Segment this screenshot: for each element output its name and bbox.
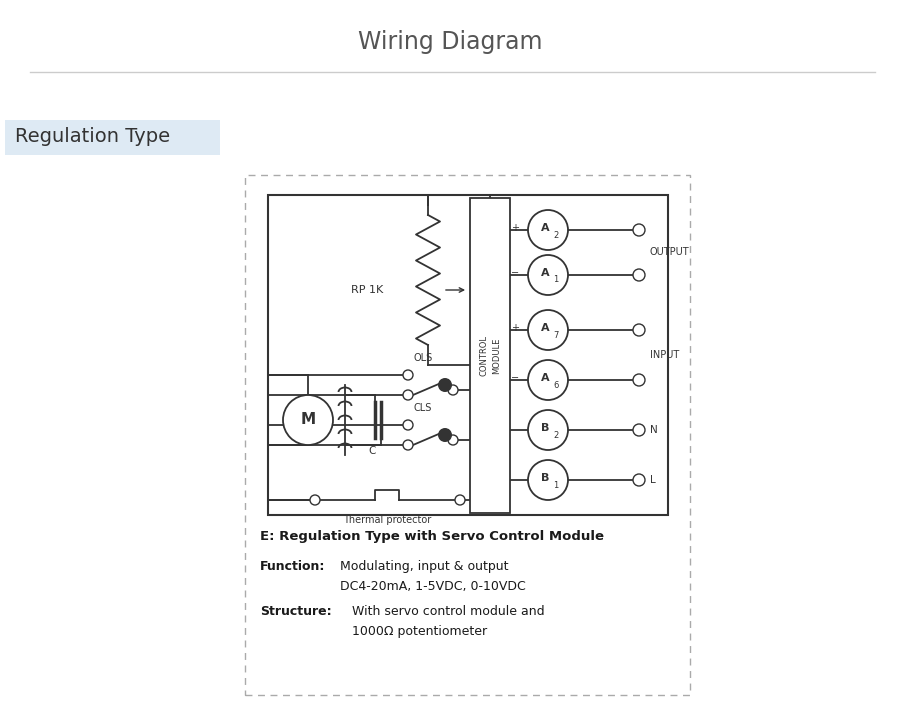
Circle shape [633,269,645,281]
Circle shape [438,378,452,392]
Text: A: A [541,373,549,383]
Circle shape [528,255,568,295]
Text: B: B [541,473,549,483]
Circle shape [528,410,568,450]
Text: A: A [541,268,549,278]
Bar [5,120,220,155]
Text: 1: 1 [554,481,559,490]
Circle shape [633,224,645,236]
Circle shape [633,324,645,336]
Text: A: A [541,223,549,233]
Text: −: − [511,373,519,383]
Text: 1000Ω potentiometer: 1000Ω potentiometer [352,625,487,638]
Text: With servo control module and: With servo control module and [352,605,544,618]
Circle shape [310,495,320,505]
Text: Regulation Type: Regulation Type [15,128,170,146]
Text: L: L [650,475,656,485]
Text: M: M [301,413,316,428]
Circle shape [403,420,413,430]
Text: 6: 6 [554,381,559,390]
Text: 2: 2 [554,431,559,440]
Text: RP 1K: RP 1K [351,285,383,295]
Bar [470,198,510,513]
Text: −: − [511,268,519,278]
Text: B: B [541,423,549,433]
Text: A: A [541,323,549,333]
Text: CONTROL
MODULE: CONTROL MODULE [479,335,500,376]
Text: Thermal protector: Thermal protector [343,515,431,525]
Circle shape [633,374,645,386]
Circle shape [455,495,465,505]
Bar [245,175,690,695]
Text: Function:: Function: [260,560,326,573]
Circle shape [633,424,645,436]
Circle shape [448,385,458,395]
Text: C: C [368,446,375,456]
Bar [268,195,668,515]
Text: CLS: CLS [413,403,431,413]
Circle shape [403,440,413,450]
Circle shape [283,395,333,445]
Text: 1: 1 [554,276,559,284]
Circle shape [633,474,645,486]
Text: OUTPUT: OUTPUT [650,247,689,257]
Text: 2: 2 [554,231,559,239]
Text: +: + [511,223,519,233]
Circle shape [403,370,413,380]
Circle shape [528,310,568,350]
Circle shape [528,460,568,500]
Text: E: Regulation Type with Servo Control Module: E: Regulation Type with Servo Control Mo… [260,530,604,543]
Text: DC4-20mA, 1-5VDC, 0-10VDC: DC4-20mA, 1-5VDC, 0-10VDC [340,580,526,593]
Circle shape [528,360,568,400]
Text: +: + [511,323,519,333]
Text: 7: 7 [554,331,559,339]
Text: N: N [650,425,658,435]
Circle shape [438,428,452,442]
Circle shape [448,435,458,445]
Circle shape [528,210,568,250]
Circle shape [403,390,413,400]
Text: Modulating, input & output: Modulating, input & output [340,560,508,573]
Text: Wiring Diagram: Wiring Diagram [358,30,542,54]
Text: OLS: OLS [413,353,432,363]
Text: INPUT: INPUT [650,350,680,360]
Text: Structure:: Structure: [260,605,331,618]
